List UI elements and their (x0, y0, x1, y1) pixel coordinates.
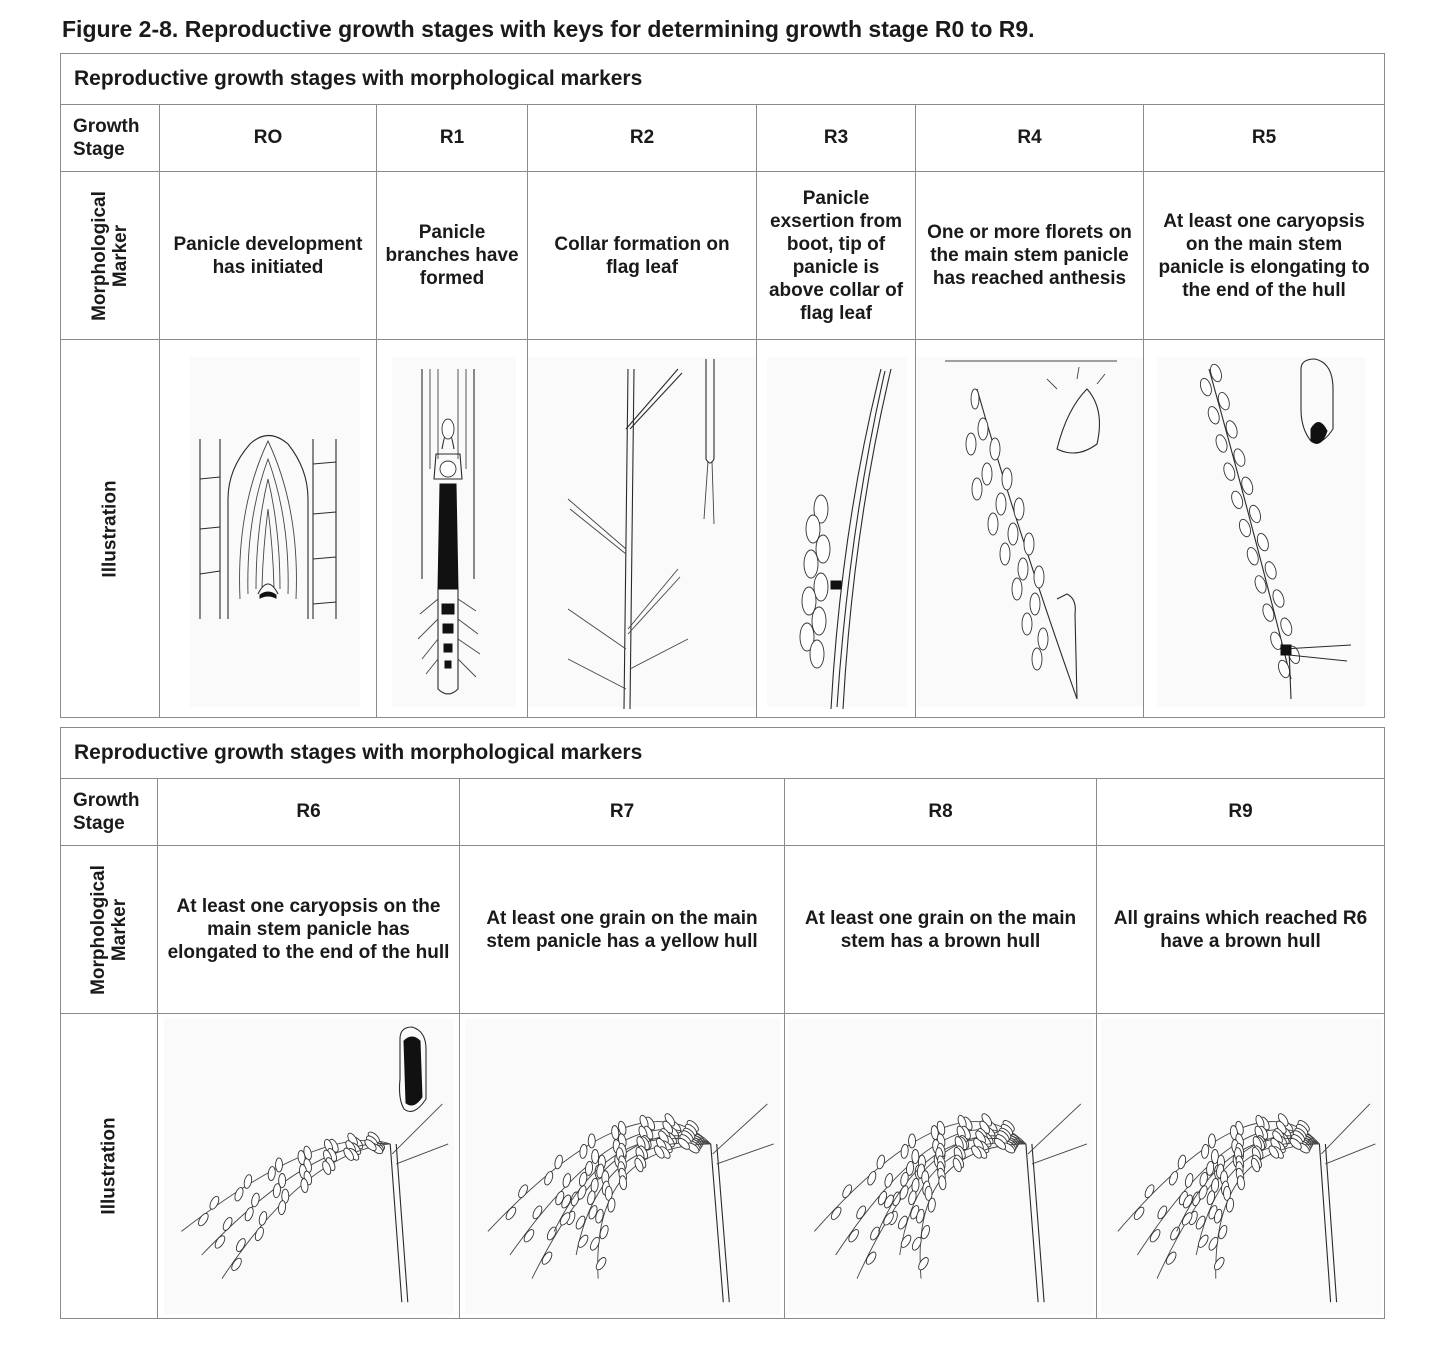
panicle-exsertion-illustration (767, 356, 907, 709)
yellow-hull-panicle-illustration (464, 1018, 780, 1314)
marker-r9: All grains which reached R6 have a brown… (1095, 845, 1386, 1014)
marker-r1: Panicle branches have formed (376, 171, 528, 340)
row-label-growth-stage: Growth Stage (60, 104, 160, 172)
row-label-morphological-marker: Morphological Marker (60, 845, 158, 1014)
illustration-r6 (157, 1013, 460, 1319)
figure-label: Figure 2-8. (62, 16, 179, 42)
top-stages-table: Reproductive growth stages with morpholo… (59, 53, 1386, 718)
bottom-stages-table: Reproductive growth stages with morpholo… (59, 727, 1386, 1319)
marker-r0: Panicle development has initiated (159, 171, 377, 340)
marker-r7: At least one grain on the main stem pani… (459, 845, 785, 1014)
illustration-r2 (527, 339, 757, 718)
illustration-r4 (915, 339, 1144, 718)
illustration-r3 (756, 339, 916, 718)
row-label-growth-stage: Growth Stage (60, 778, 158, 846)
marker-r3: Panicle exsertion from boot, tip of pani… (756, 171, 916, 340)
stage-r7: R7 (459, 778, 785, 846)
illustration-r5 (1142, 339, 1386, 718)
illustration-r9 (1095, 1013, 1386, 1319)
table-heading: Reproductive growth stages with morpholo… (59, 727, 1386, 779)
row-label-illustration: Illustration (60, 339, 160, 718)
brown-hull-panicle-illustration (788, 1018, 1093, 1314)
marker-r5: At least one caryopsis on the main stem … (1142, 171, 1386, 340)
stage-r8: R8 (784, 778, 1097, 846)
stage-r6: R6 (157, 778, 460, 846)
row-label-morphological-marker: Morphological Marker (60, 171, 160, 340)
illustration-r0 (159, 339, 377, 718)
stage-r1: R1 (376, 104, 528, 172)
all-brown-hull-panicle-illustration (1100, 1018, 1381, 1314)
panicle-initiation-illustration (190, 356, 360, 707)
stage-r3: R3 (756, 104, 916, 172)
marker-r2: Collar formation on flag leaf (527, 171, 757, 340)
anthesis-illustration (916, 356, 1143, 707)
caryopsis-elongating-illustration (1157, 356, 1366, 707)
stage-r2: R2 (527, 104, 757, 172)
marker-r4: One or more florets on the main stem pan… (915, 171, 1144, 340)
illustration-r8 (784, 1013, 1097, 1319)
caryopsis-elongated-illustration (163, 1018, 454, 1314)
table-heading: Reproductive growth stages with morpholo… (59, 53, 1386, 105)
stage-r4: R4 (915, 104, 1144, 172)
stage-r9: R9 (1095, 778, 1386, 846)
marker-r6: At least one caryopsis on the main stem … (157, 845, 460, 1014)
flag-leaf-collar-illustration (528, 356, 756, 709)
figure-caption-text: Reproductive growth stages with keys for… (184, 16, 1035, 42)
row-label-illustration: Illustration (60, 1013, 158, 1319)
panicle-branches-illustration (392, 356, 516, 707)
illustration-r7 (459, 1013, 785, 1319)
figure-caption: Figure 2-8. Reproductive growth stages w… (62, 14, 1035, 44)
stage-r5: R5 (1142, 104, 1386, 172)
illustration-r1 (376, 339, 528, 718)
stage-r0: RO (159, 104, 377, 172)
marker-r8: At least one grain on the main stem has … (784, 845, 1097, 1014)
